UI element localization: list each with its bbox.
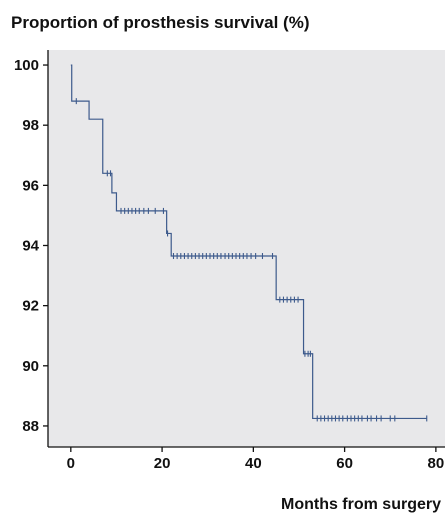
y-tick-label: 92 [22,298,39,315]
x-tick-label: 20 [154,455,171,472]
plot-area [48,50,445,447]
y-tick-label: 98 [22,117,39,134]
x-axis: 0 20 40 60 80 [48,446,445,472]
censor-marks [75,98,428,422]
x-tick-label: 60 [336,455,353,472]
x-tick-label: 40 [245,455,262,472]
y-axis: 88 90 92 94 96 98 100 [14,50,49,447]
y-tick-label: 100 [14,57,39,74]
chart-title: Proportion of prosthesis survival (%) [11,13,310,32]
y-tick-label: 94 [22,237,39,254]
survival-curve [70,64,427,420]
y-tick-label: 88 [22,418,39,435]
y-tick-label: 90 [22,358,39,375]
x-axis-label: Months from surgery [281,496,441,513]
y-tick-label: 96 [22,177,39,194]
x-tick-label: 0 [67,455,75,472]
x-tick-label: 80 [428,455,445,472]
